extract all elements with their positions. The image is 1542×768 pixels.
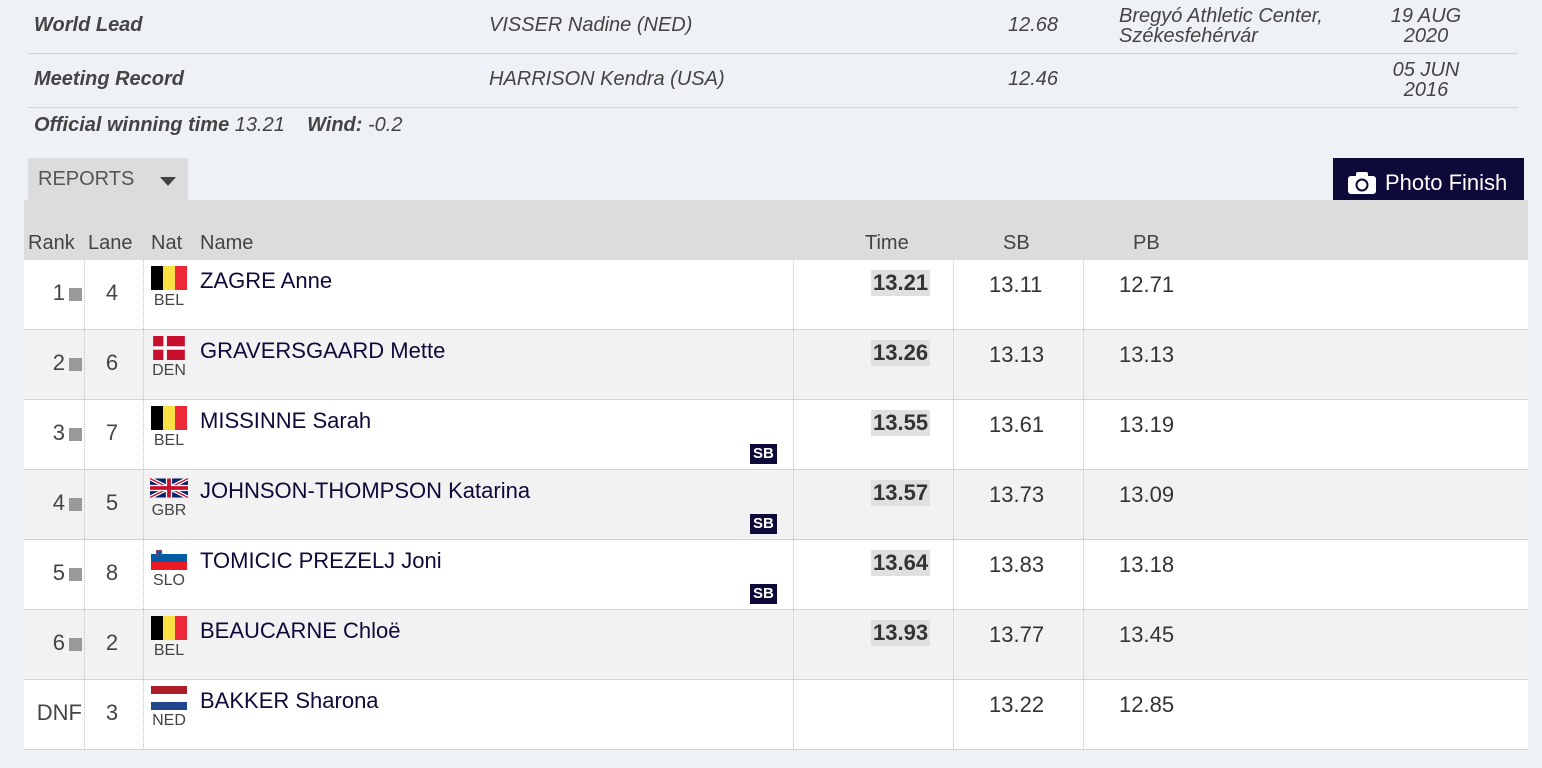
rank-marker-icon xyxy=(69,357,82,371)
table-row[interactable]: 3 7 BEL MISSINNE Sarah SB 13.55 13.61 13… xyxy=(24,400,1528,470)
result-rank: 4 xyxy=(24,490,82,516)
result-rank: 2 xyxy=(24,350,82,376)
results-table: Rank Lane Nat Name Time SB PB 1 4 BEL ZA… xyxy=(24,200,1528,750)
athlete-name-link[interactable]: JOHNSON-THOMPSON Katarina xyxy=(200,478,531,503)
result-nat: BEL xyxy=(153,292,185,309)
table-header: Rank Lane Nat Name Time SB PB xyxy=(24,200,1528,260)
athlete-name-link[interactable]: BEAUCARNE Chloë xyxy=(200,618,401,643)
record-date: 05 JUN 2016 xyxy=(1392,59,1460,101)
official-winning-time: Official winning time 13.21 Wind: -0.2 xyxy=(34,114,403,136)
photo-finish-label: Photo Finish xyxy=(1385,170,1508,195)
col-lane: Lane xyxy=(88,232,133,254)
col-name: Name xyxy=(200,232,254,254)
result-lane: 8 xyxy=(105,560,119,585)
result-sb: 13.13 xyxy=(989,342,1045,367)
result-nat: BEL xyxy=(153,432,185,449)
col-nat: Nat xyxy=(151,232,183,254)
athlete-name-link[interactable]: TOMICIC PREZELJ Joni xyxy=(200,548,442,573)
rank-marker-icon xyxy=(69,427,82,441)
result-rank: 1 xyxy=(24,280,82,306)
result-time: 13.26 xyxy=(871,340,931,366)
result-sb: 13.77 xyxy=(989,622,1045,647)
result-time: 13.64 xyxy=(871,550,931,576)
result-nat: GBR xyxy=(151,502,187,519)
result-time: 13.93 xyxy=(871,620,931,646)
record-label: Meeting Record xyxy=(34,68,185,90)
result-lane: 6 xyxy=(105,350,119,375)
result-rank: 5 xyxy=(24,560,82,586)
flag-bel-icon xyxy=(150,266,188,290)
camera-icon xyxy=(1348,172,1376,194)
result-lane: 7 xyxy=(105,420,119,445)
record-venue: Bregyó Athletic Center, Székesfehérvár xyxy=(1119,5,1323,47)
record-athlete[interactable]: HARRISON Kendra (USA) xyxy=(489,68,725,90)
athlete-name-link[interactable]: GRAVERSGAARD Mette xyxy=(200,338,446,363)
season-best-badge: SB xyxy=(750,444,777,464)
result-rank: 3 xyxy=(24,420,82,446)
result-time: 13.57 xyxy=(871,480,931,506)
result-pb: 13.45 xyxy=(1119,622,1175,647)
reports-dropdown[interactable]: REPORTS xyxy=(28,158,188,204)
flag-ned-icon xyxy=(150,686,188,710)
photo-finish-button[interactable]: Photo Finish xyxy=(1333,158,1524,208)
record-row-meeting-record: Meeting Record HARRISON Kendra (USA) 12.… xyxy=(28,54,1518,108)
flag-slo-icon xyxy=(150,546,188,570)
record-athlete[interactable]: VISSER Nadine (NED) xyxy=(489,14,693,36)
result-pb: 13.18 xyxy=(1119,552,1175,577)
table-row[interactable]: 6 2 BEL BEAUCARNE Chloë 13.93 13.77 13.4… xyxy=(24,610,1528,680)
rank-marker-icon xyxy=(69,287,82,301)
result-pb: 12.71 xyxy=(1119,272,1175,297)
result-pb: 13.09 xyxy=(1119,482,1175,507)
flag-den-icon xyxy=(150,336,188,360)
athlete-name-link[interactable]: ZAGRE Anne xyxy=(200,268,333,293)
result-sb: 13.11 xyxy=(989,272,1043,297)
flag-bel-icon xyxy=(150,616,188,640)
result-lane: 5 xyxy=(105,490,119,515)
result-pb: 13.19 xyxy=(1119,412,1175,437)
result-sb: 13.83 xyxy=(989,552,1045,577)
result-time: 13.21 xyxy=(871,270,931,296)
record-time: 12.68 xyxy=(1008,14,1059,36)
result-pb: 13.13 xyxy=(1119,342,1175,367)
result-time: 13.55 xyxy=(871,410,931,436)
result-lane: 3 xyxy=(105,700,119,725)
result-lane: 2 xyxy=(105,630,119,655)
result-sb: 13.22 xyxy=(989,692,1045,717)
season-best-badge: SB xyxy=(750,584,777,604)
result-rank: DNF xyxy=(36,700,82,725)
flag-gbr-icon xyxy=(149,476,189,500)
rank-marker-icon xyxy=(69,567,82,581)
table-row[interactable]: 1 4 BEL ZAGRE Anne 13.21 13.11 12.71 xyxy=(24,260,1528,330)
rank-marker-icon xyxy=(69,497,82,511)
caret-down-icon xyxy=(160,177,176,186)
result-rank: 6 xyxy=(24,630,82,656)
rank-marker-icon xyxy=(69,637,82,651)
table-row[interactable]: 5 8 SLO TOMICIC PREZELJ Joni SB 13.64 13… xyxy=(24,540,1528,610)
record-label: World Lead xyxy=(34,14,143,36)
athlete-name-link[interactable]: BAKKER Sharona xyxy=(200,688,379,713)
flag-bel-icon xyxy=(150,406,188,430)
col-time: Time xyxy=(865,232,909,254)
record-time: 12.46 xyxy=(1008,68,1059,90)
table-row[interactable]: 4 5 GBR JOHNSON-THOMPSON Katarina SB 13.… xyxy=(24,470,1528,540)
col-sb: SB xyxy=(1003,232,1030,254)
result-lane: 4 xyxy=(105,280,119,305)
col-rank: Rank xyxy=(28,232,75,254)
record-date: 19 AUG 2020 xyxy=(1390,5,1462,47)
result-nat: BEL xyxy=(153,642,185,659)
result-nat: NED xyxy=(152,712,186,729)
result-nat: SLO xyxy=(152,572,185,589)
col-pb: PB xyxy=(1133,232,1160,254)
season-best-badge: SB xyxy=(750,514,777,534)
result-sb: 13.73 xyxy=(989,482,1045,507)
record-row-world-lead: World Lead VISSER Nadine (NED) 12.68 Bre… xyxy=(28,0,1518,54)
table-row[interactable]: DNF 3 NED BAKKER Sharona 13.22 12.85 xyxy=(24,680,1528,750)
reports-label: REPORTS xyxy=(38,168,135,190)
table-row[interactable]: 2 6 DEN GRAVERSGAARD Mette 13.26 13.13 1… xyxy=(24,330,1528,400)
result-nat: DEN xyxy=(152,362,186,379)
athlete-name-link[interactable]: MISSINNE Sarah xyxy=(200,408,372,433)
result-pb: 12.85 xyxy=(1119,692,1175,717)
result-sb: 13.61 xyxy=(989,412,1045,437)
